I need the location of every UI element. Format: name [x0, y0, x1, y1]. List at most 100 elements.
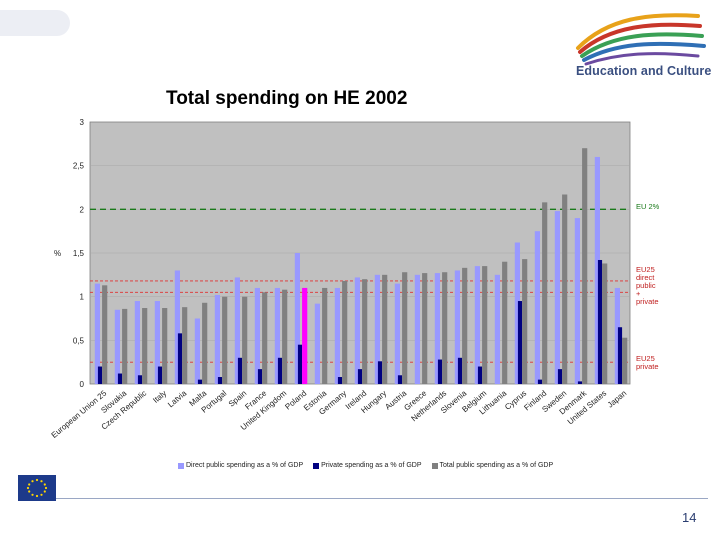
- bar: [282, 289, 288, 384]
- y-tick-label: 2,5: [73, 162, 85, 171]
- brand-text: Education and Culture: [576, 64, 712, 78]
- ref-label-eu25-total: EU25 direct public + private: [636, 265, 659, 306]
- bar: [597, 259, 603, 384]
- page-number: 14: [682, 510, 697, 525]
- bar: [502, 261, 508, 384]
- bar: [522, 259, 528, 384]
- y-tick-label: 1,5: [73, 249, 85, 258]
- bar: [337, 377, 343, 384]
- bar: [237, 357, 243, 384]
- y-axis-label: %: [54, 249, 61, 258]
- bar: [454, 270, 460, 384]
- legend: Direct public spending as a % of GDP Pri…: [178, 462, 553, 469]
- header-decoration: [0, 10, 70, 36]
- bar: [242, 296, 248, 384]
- bar: [294, 253, 300, 384]
- bar: [434, 273, 440, 384]
- legend-item-total: Total public spending as a % of GDP: [431, 462, 554, 469]
- bar: [482, 266, 488, 384]
- bar: [357, 369, 363, 384]
- bar: [377, 361, 383, 384]
- bar: [374, 274, 380, 384]
- bar: [342, 280, 348, 384]
- bar: [614, 287, 620, 384]
- bar: [474, 266, 480, 384]
- bar: [154, 301, 160, 384]
- y-tick-label: 0: [80, 380, 85, 389]
- bar: [537, 379, 543, 384]
- bar: [517, 301, 523, 384]
- bar: [354, 277, 360, 384]
- legend-item-direct: Direct public spending as a % of GDP: [178, 462, 303, 469]
- bar: [582, 148, 588, 384]
- bar: [162, 308, 168, 384]
- bar: [382, 274, 388, 384]
- y-ticks: 0 0,5 1 1,5 2 2,5 3: [73, 118, 85, 389]
- education-and-culture-logo: [576, 13, 706, 66]
- bar: [234, 277, 240, 384]
- bar: [257, 369, 263, 384]
- bar: [177, 333, 183, 384]
- bar: [574, 218, 580, 384]
- legend-label-total: Total public spending as a % of GDP: [439, 462, 554, 469]
- bar: [274, 287, 280, 384]
- bar: [202, 302, 208, 384]
- chart-title: Total spending on HE 2002: [166, 88, 408, 109]
- y-tick-label: 3: [80, 118, 85, 127]
- bar: [322, 287, 328, 384]
- y-tick-label: 1: [80, 293, 85, 302]
- x-tick-label: Latvia: [166, 388, 189, 409]
- bar: [117, 373, 123, 384]
- bars: [94, 148, 628, 384]
- bar: [134, 301, 140, 384]
- x-tick-label: European Union 25: [50, 388, 109, 440]
- bar: [214, 294, 220, 384]
- bar: [422, 273, 428, 384]
- bar: [462, 267, 468, 384]
- bar: [362, 279, 368, 384]
- legend-item-private: Private spending as a % of GDP: [313, 462, 422, 469]
- bar: [534, 231, 540, 384]
- bar: [277, 357, 283, 384]
- bar: [302, 287, 308, 384]
- bar: [617, 327, 623, 384]
- bar: [414, 274, 420, 384]
- bar: [217, 377, 223, 384]
- bar: [94, 283, 100, 384]
- bar: [394, 283, 400, 384]
- bar: [457, 357, 463, 384]
- bar: [102, 285, 108, 384]
- bar: [182, 307, 188, 384]
- ref-label-eu2: EU 2%: [636, 202, 660, 211]
- ref-label-eu25-private: EU25 private: [636, 354, 659, 371]
- bar: [97, 366, 103, 384]
- legend-label-private: Private spending as a % of GDP: [321, 462, 422, 469]
- bar: [297, 344, 303, 384]
- bar: [122, 308, 128, 384]
- bar: [397, 375, 403, 384]
- x-tick-label: Japan: [606, 389, 628, 410]
- eu-flag-icon: [18, 475, 56, 501]
- bar: [314, 303, 320, 384]
- bar: [542, 202, 548, 384]
- y-tick-label: 0,5: [73, 336, 85, 345]
- legend-label-direct: Direct public spending as a % of GDP: [186, 462, 304, 469]
- bar: [197, 379, 203, 384]
- bar: [142, 308, 148, 384]
- legend-swatch-private: [313, 462, 320, 469]
- footer-divider: [18, 498, 708, 499]
- bar: [437, 359, 443, 384]
- bar: [602, 263, 608, 384]
- bar: [174, 270, 180, 384]
- bar: [442, 272, 448, 384]
- bar: [157, 366, 163, 384]
- bar: [262, 292, 268, 384]
- bar: [577, 381, 583, 384]
- bar: [222, 296, 228, 384]
- bar: [254, 287, 260, 384]
- bar: [114, 309, 120, 384]
- bar: [554, 211, 560, 384]
- bar: [494, 274, 500, 384]
- y-tick-label: 2: [80, 205, 85, 214]
